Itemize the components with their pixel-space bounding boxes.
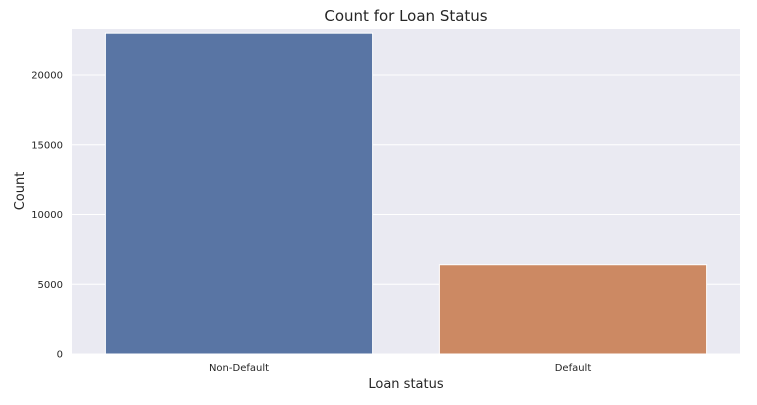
bars: [104, 32, 708, 355]
y-tick-label: 10000: [31, 210, 63, 221]
x-tick-label: Default: [555, 363, 592, 374]
bar-non-default: [104, 32, 374, 355]
y-tick-label: 0: [57, 350, 63, 361]
y-tick-labels: 0 5000 10000 15000 20000: [31, 71, 63, 361]
y-tick-label: 20000: [31, 71, 63, 82]
x-tick-label: Non-Default: [209, 363, 269, 374]
y-tick-label: 15000: [31, 140, 63, 151]
y-axis-label: Count: [13, 172, 28, 211]
y-tick-label: 5000: [38, 280, 63, 291]
x-tick-labels: Non-Default Default: [209, 363, 591, 374]
x-axis-label: Loan status: [368, 377, 443, 392]
bar-default: [438, 264, 708, 355]
chart-title: Count for Loan Status: [324, 7, 487, 25]
